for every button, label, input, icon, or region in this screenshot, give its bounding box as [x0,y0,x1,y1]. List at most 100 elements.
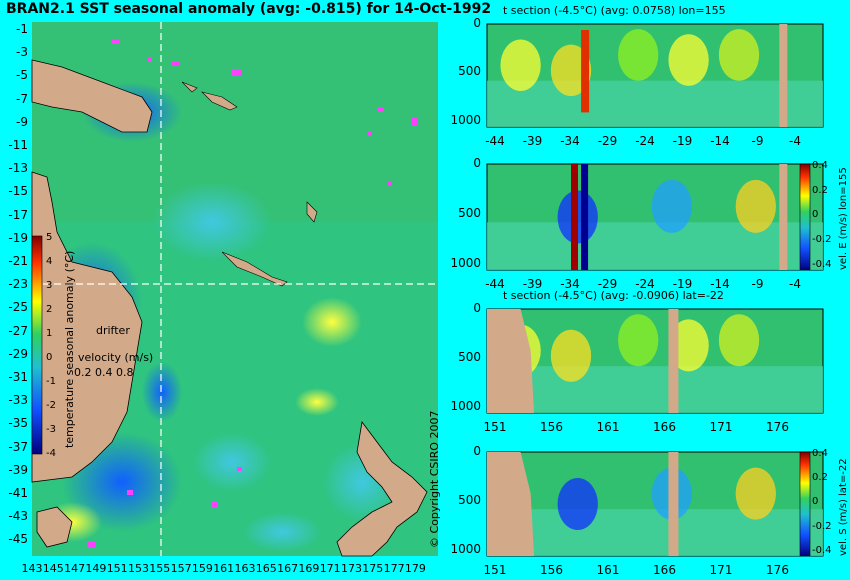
section-x-tick: -9 [751,277,764,291]
map-y-tick: -35 [8,416,28,431]
map-x-tick: 145 [42,562,64,575]
map-x-tick: 167 [277,562,299,575]
section-y-tick: 1000 [450,255,481,270]
velocity-colorbar-tick: -0.4 [812,544,832,556]
map-y-tick: -13 [8,161,28,176]
section-x-tick: -29 [597,277,618,291]
section-y-tick: 1000 [450,398,481,413]
map-y-tick: -27 [8,323,28,338]
section-x-tick: 171 [709,420,733,434]
current-core [581,164,589,270]
section-x-tick: -4 [789,277,801,291]
velocity-colorbar-label: vel. E (m/s) lon=155 [838,167,849,270]
section-y-tick: 1000 [450,541,481,556]
anomaly-blob [718,314,760,367]
section-x-tick: -34 [560,134,580,148]
map-x-tick: 169 [298,562,320,575]
map-y-tick: -23 [8,277,28,292]
section-x-tick: -39 [522,134,543,148]
section-x-tick: 176 [766,563,789,577]
velocity-colorbar [799,163,811,271]
section-x-tick: -19 [672,134,693,148]
colorbar-label: temperature seasonal anomaly (°C) [63,250,76,448]
anomaly-blob [668,34,709,86]
warm-anomaly [302,297,362,347]
map-y-tick: -43 [8,509,28,524]
map-y-tick: -11 [8,138,28,152]
colorbar-tick: 4 [46,256,53,267]
new-guinea-land [31,59,153,133]
anomaly-blob [735,467,776,520]
new-caledonia-land [221,251,288,287]
section-x-tick: -14 [710,277,730,291]
sst-anomaly-map [31,22,438,557]
map-y-tick: -37 [8,439,28,454]
map-x-tick: 165 [255,562,277,575]
anomaly-core [581,30,590,113]
map-y-tick: -15 [8,184,28,199]
section-x-tick: -44 [485,277,505,291]
new-zealand-land [336,421,428,557]
section-y-tick: 1000 [450,112,481,127]
section-y-tick: 500 [458,492,481,507]
map-x-tick: 149 [85,562,107,575]
anomaly-blob [718,29,760,81]
section-x-tick: 166 [653,420,676,434]
colorbar-tick: 3 [46,280,53,291]
velocity-colorbar-tick: 0.4 [812,448,828,459]
land-mask [779,24,788,127]
map-x-tick: 163 [234,562,256,575]
velocity-colorbar-tick: -0.4 [812,258,832,270]
section-y-tick: 500 [458,64,481,79]
land-mask [779,164,788,270]
section-x-tick: -19 [672,277,693,291]
section-x-tick: -34 [560,277,580,291]
section-heatmap [486,23,824,128]
section-x-tick: 176 [766,420,789,434]
map-x-tick: 143 [21,562,43,575]
map-x-tick: 147 [64,562,86,575]
anomaly-blob [618,314,659,367]
map-y-tick: -45 [8,532,28,547]
section-x-tick: -29 [597,134,618,148]
velocity-colorbar-tick: -0.2 [812,520,832,532]
map-y-tick: -17 [8,207,28,222]
anomaly-blob [618,29,659,81]
section-x-tick: 156 [540,563,563,577]
section-y-tick: 0 [473,16,481,30]
land-mask [487,452,535,556]
map-y-tick: -39 [8,462,28,477]
map-x-tick: 177 [383,562,405,575]
map-x-tick: 179 [404,562,426,575]
map-x-tick: 155 [149,562,171,575]
map-x-tick: 151 [106,562,128,575]
section-x-tick: -39 [522,277,543,291]
map-x-tick: 173 [341,562,362,575]
velocity-colorbar-label: vel. S (m/s) lat=-22 [838,458,849,556]
map-x-tick: 171 [319,562,341,575]
land-mask [668,309,679,413]
colorbar-tick: -2 [46,400,56,411]
map-y-tick: -33 [8,393,28,408]
colorbar-tick: -4 [46,448,56,459]
section-y-tick: 500 [458,205,481,220]
anomaly-blob [550,329,592,382]
sst-colorbar [31,235,43,455]
section-x-tick: 161 [596,420,620,434]
section-y-tick: 0 [473,156,481,170]
copyright-text: © Copyright CSIRO 2007 [428,410,441,548]
velocity-colorbar-tick: 0 [812,209,819,221]
section-y-tick: 500 [458,349,481,364]
section-x-tick: -24 [635,134,655,148]
colorbar-tick: -3 [46,424,56,435]
map-x-tick: 161 [213,562,235,575]
colorbar-tick: 2 [46,304,53,315]
drifter-markers [87,40,417,548]
map-y-tick: -41 [8,486,28,500]
land-mask [487,309,535,413]
section-y-tick: 0 [473,301,481,315]
velocity-colorbar-tick: 0.2 [812,184,828,196]
map-x-tick: 157 [170,562,192,575]
colorbar-tick: 0 [46,352,53,363]
map-y-tick: -3 [16,45,28,60]
